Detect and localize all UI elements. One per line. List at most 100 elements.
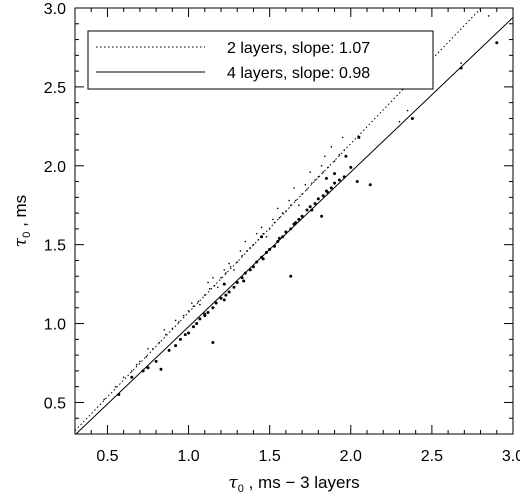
- data-point-series-1: [333, 172, 337, 176]
- data-point-series-1: [206, 311, 210, 315]
- data-point-series-0: [171, 327, 174, 330]
- x-tick-label: 2.0: [340, 448, 362, 465]
- data-point-series-0: [317, 176, 320, 178]
- data-point-series-1: [260, 235, 264, 239]
- x-tick-label: 1.0: [177, 448, 199, 465]
- data-point-series-1: [183, 333, 187, 337]
- data-point-series-0: [309, 171, 312, 173]
- data-point-series-1: [198, 317, 202, 321]
- data-point-series-0: [220, 277, 222, 279]
- data-point-series-1: [294, 221, 298, 225]
- data-point-series-0: [103, 398, 105, 401]
- y-tick-label: 2.0: [44, 159, 66, 176]
- data-point-series-0: [244, 240, 247, 243]
- plot-frame: [74, 7, 514, 435]
- data-point-series-1: [273, 244, 277, 248]
- data-point-series-1: [178, 337, 182, 341]
- data-point-series-1: [154, 359, 158, 363]
- data-point-series-1: [268, 247, 272, 251]
- data-point-series-0: [272, 218, 274, 221]
- data-point-series-1: [320, 214, 324, 218]
- data-point-series-1: [357, 135, 361, 139]
- data-point-series-0: [236, 261, 239, 263]
- data-point-series-1: [227, 290, 231, 294]
- data-point-series-1: [310, 208, 314, 212]
- data-point-series-1: [284, 230, 288, 234]
- data-point-series-0: [178, 321, 180, 323]
- data-point-series-0: [252, 243, 255, 246]
- data-point-series-0: [233, 269, 235, 271]
- data-point-series-0: [265, 235, 268, 238]
- data-point-series-1: [344, 154, 348, 158]
- data-point-series-1: [117, 393, 121, 397]
- data-point-series-0: [207, 281, 209, 284]
- data-point-series-0: [330, 146, 333, 148]
- data-point-series-0: [212, 277, 214, 279]
- fit-line-series-1: [75, 17, 513, 434]
- data-point-series-0: [163, 329, 166, 331]
- data-points: [103, 15, 499, 401]
- x-tick-label: 0.5: [96, 448, 118, 465]
- data-point-series-1: [349, 165, 353, 169]
- y-tick-label: 2.5: [44, 80, 66, 97]
- data-point-series-0: [278, 217, 281, 219]
- data-point-series-0: [130, 370, 133, 372]
- data-point-series-1: [337, 178, 341, 182]
- legend-label-2-layers: 2 layers, slope: 1.07: [227, 40, 370, 57]
- data-point-series-1: [342, 175, 346, 179]
- data-point-series-0: [152, 348, 154, 350]
- x-tick-label: 3.0: [502, 448, 520, 465]
- data-point-series-1: [255, 260, 259, 264]
- data-point-series-1: [159, 367, 163, 371]
- data-point-series-0: [246, 250, 248, 252]
- data-point-series-1: [214, 301, 218, 305]
- data-point-series-1: [264, 251, 268, 255]
- data-point-series-0: [197, 300, 200, 303]
- data-point-series-1: [235, 281, 239, 285]
- data-point-series-1: [316, 197, 320, 201]
- data-point-series-0: [182, 314, 185, 317]
- data-point-series-1: [222, 298, 226, 302]
- fit-lines: [75, 8, 513, 434]
- data-point-series-0: [338, 153, 341, 156]
- data-point-series-0: [324, 155, 326, 158]
- data-point-series-0: [145, 355, 148, 358]
- data-point-series-1: [333, 181, 337, 185]
- data-point-series-0: [268, 228, 271, 230]
- data-point-series-0: [281, 212, 284, 214]
- data-point-series-1: [261, 257, 265, 261]
- data-point-series-1: [276, 240, 280, 244]
- data-point-series-0: [406, 109, 409, 112]
- data-point-series-1: [495, 41, 499, 45]
- axis-ticks: [74, 7, 514, 435]
- legend: 2 layers, slope: 1.07 4 layers, slope: 0…: [87, 30, 434, 90]
- data-point-series-1: [211, 306, 215, 310]
- data-point-series-1: [232, 285, 236, 289]
- data-point-series-1: [324, 176, 328, 180]
- data-point-series-1: [313, 202, 317, 206]
- data-point-series-0: [314, 179, 316, 181]
- data-point-series-0: [260, 226, 263, 229]
- data-point-series-1: [281, 235, 285, 239]
- data-point-series-0: [213, 284, 216, 287]
- data-point-series-0: [255, 232, 258, 235]
- data-point-series-0: [487, 15, 490, 17]
- data-point-series-0: [223, 269, 226, 271]
- data-point-series-0: [174, 319, 177, 322]
- y-axis-label: τ0 , ms: [11, 195, 33, 247]
- data-point-series-0: [289, 204, 292, 207]
- data-point-series-0: [273, 221, 276, 224]
- data-point-series-0: [139, 360, 141, 363]
- data-point-series-1: [289, 274, 293, 278]
- data-point-series-0: [294, 199, 297, 202]
- data-point-series-0: [262, 232, 264, 235]
- data-point-series-1: [222, 282, 226, 286]
- data-point-series-0: [460, 62, 462, 65]
- x-tick-label: 1.5: [259, 448, 281, 465]
- data-point-series-0: [398, 120, 401, 123]
- data-point-series-0: [301, 193, 303, 195]
- data-point-series-1: [289, 227, 293, 231]
- data-point-series-0: [191, 302, 193, 304]
- data-point-series-0: [341, 136, 344, 139]
- data-point-series-0: [122, 376, 125, 379]
